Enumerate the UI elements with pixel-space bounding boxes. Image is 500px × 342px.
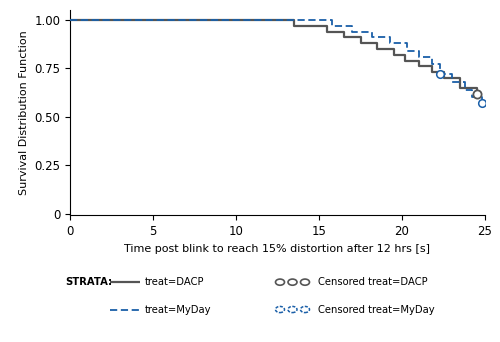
Y-axis label: Survival Distribution Function: Survival Distribution Function	[18, 30, 28, 195]
Text: STRATA:: STRATA:	[65, 277, 112, 287]
Point	[478, 101, 486, 106]
Text: treat=DACP: treat=DACP	[145, 277, 204, 287]
Point	[472, 91, 480, 96]
X-axis label: Time post blink to reach 15% distortion after 12 hrs [s]: Time post blink to reach 15% distortion …	[124, 244, 430, 254]
Text: Censored treat=MyDay: Censored treat=MyDay	[318, 304, 434, 315]
Text: treat=MyDay: treat=MyDay	[145, 304, 212, 315]
Text: Censored treat=DACP: Censored treat=DACP	[318, 277, 427, 287]
Point	[436, 71, 444, 77]
